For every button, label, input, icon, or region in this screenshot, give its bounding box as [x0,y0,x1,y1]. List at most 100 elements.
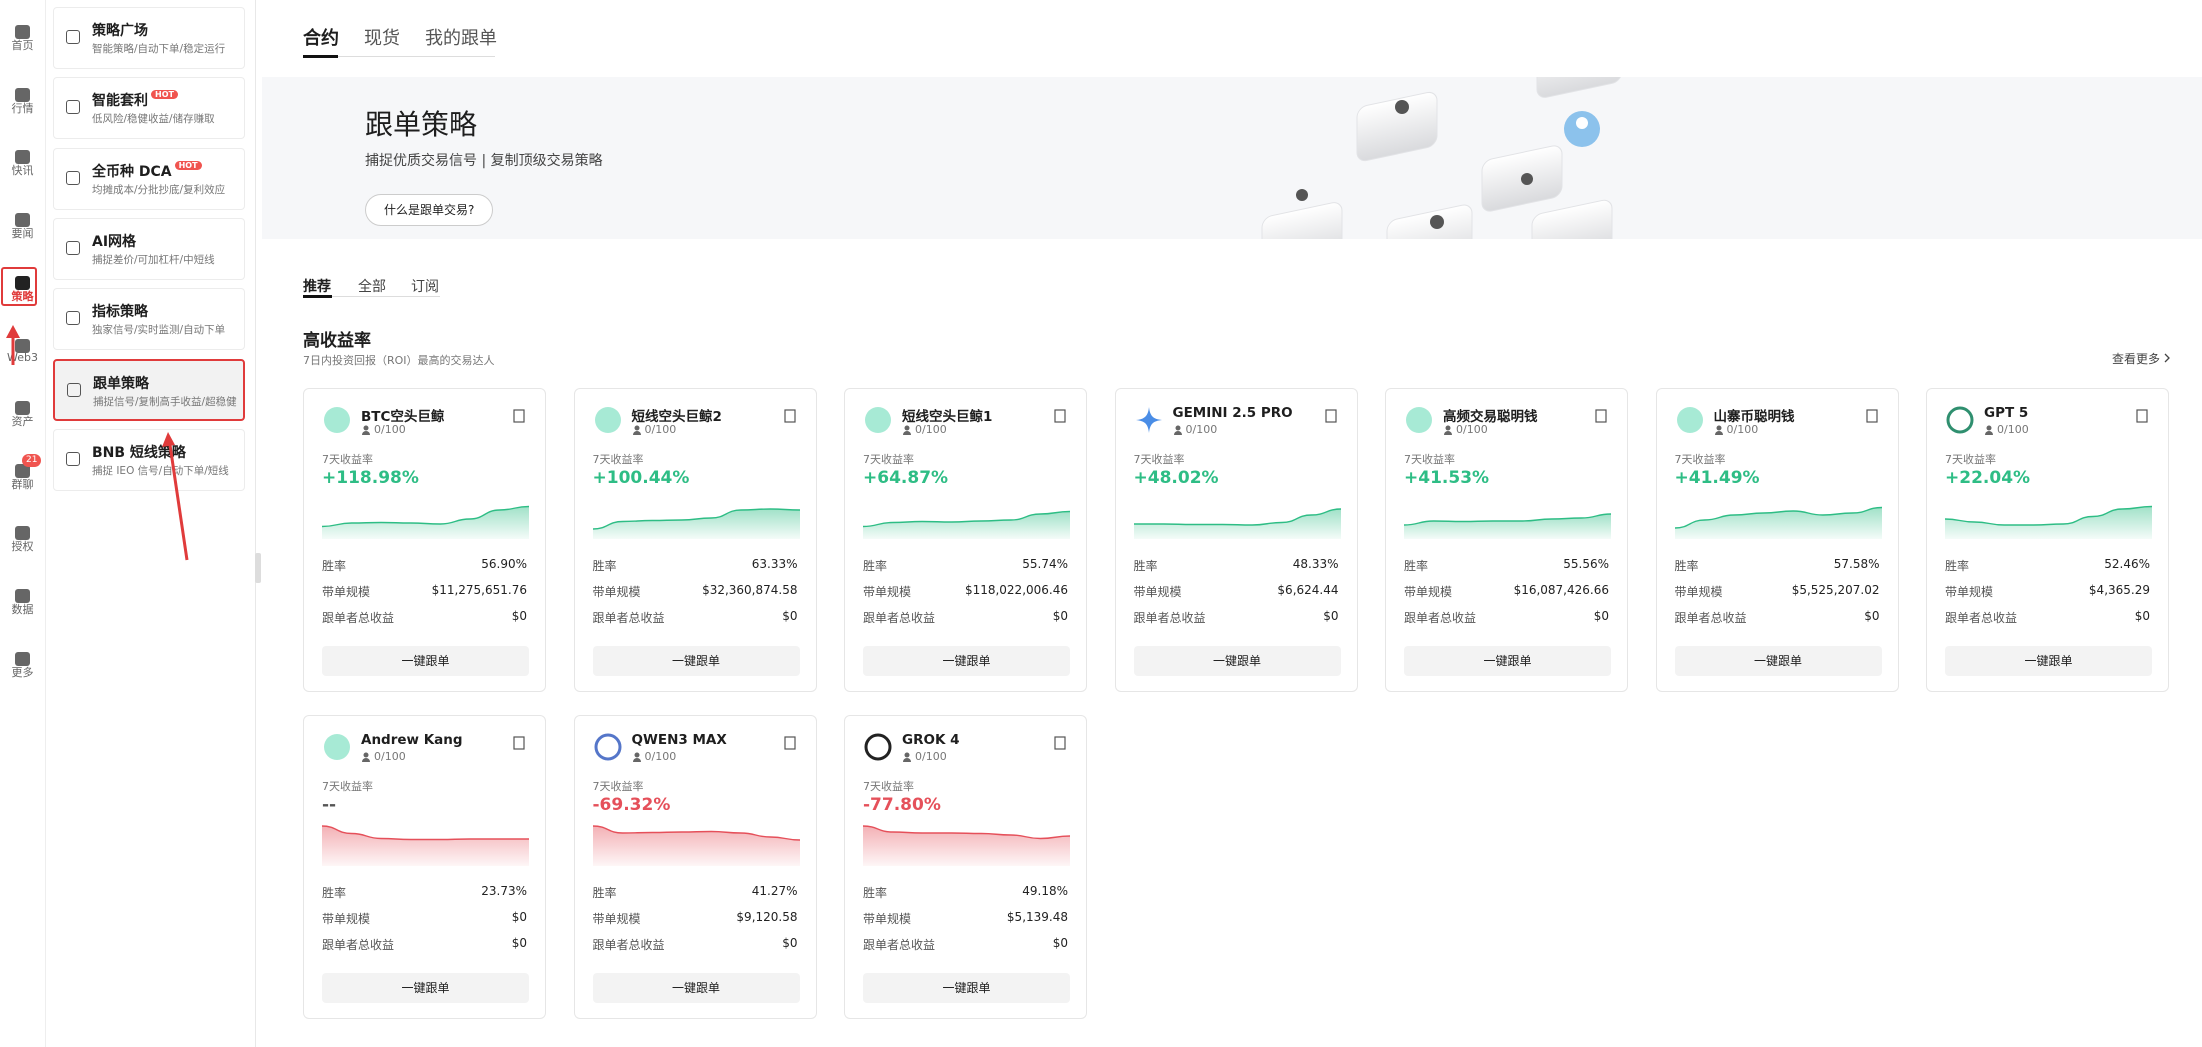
collapse-handle[interactable] [255,553,261,583]
stat-row: 带单规模 $5,525,207.02 [1675,583,1880,600]
tab[interactable]: 现货 [364,28,400,49]
sparkline-area [592,826,800,866]
bookmark[interactable] [1054,736,1066,750]
rail-label[interactable]: 要闻 [11,227,34,240]
sparkline-line [322,825,529,841]
rail-label[interactable]: 快讯 [11,164,34,177]
sparkline-area [322,826,529,866]
follow-button[interactable]: 一键跟单 [592,973,800,1003]
icon [632,758,641,762]
icon [363,752,369,758]
follow-button[interactable]: 一键跟单 [863,646,1070,676]
bookmark[interactable] [783,409,796,423]
rail-label[interactable]: 资产 [11,415,34,428]
icon [513,736,525,750]
rail-label[interactable]: 群聊 [11,478,34,491]
stat-row: 跟单者总收益 $0 [1404,609,1609,626]
menu-item[interactable]: 策略广场 智能策略/自动下单/稳定运行 [53,7,245,69]
card-name: GEMINI 2.5 PRO [1172,405,1293,421]
tab[interactable]: 我的跟单 [425,28,497,49]
rail-label[interactable]: 策略 [11,290,34,303]
sparkline-area [863,511,1070,539]
menu-title: 全币种 DCA HOT [92,160,202,181]
bookmark[interactable] [513,409,525,423]
stat-row: 带单规模 $5,139.48 [863,910,1068,927]
rail-label[interactable]: 首页 [11,39,34,52]
stat-value: 41.27% [751,884,798,898]
follow-button[interactable]: 一键跟单 [1133,646,1341,676]
subtab[interactable]: 订阅 [411,279,439,295]
follow-button[interactable]: 一键跟单 [592,646,800,676]
stat-row: 带单规模 $4,365.29 [1945,583,2150,600]
card-name: QWEN3 MAX [631,732,727,748]
stat-value: $118,022,006.46 [964,583,1068,597]
stat-value: $0 [511,936,527,950]
strategy-card: Andrew Kang 0/100 7天收益率 -- 胜率 23.73% 带单规模 $0 跟单者… [303,715,546,1019]
stat-label: 带单规模 [1674,585,1723,599]
menu-item[interactable]: 跟单策略 捕捉信号/复制高手收益/超稳健 [53,358,245,421]
menu-item[interactable]: 全币种 DCA HOT 均摊成本/分批抄底/复利效应 [53,147,245,210]
icon [1444,431,1452,435]
roi-label: 7天收益率 [592,453,644,466]
menu-item[interactable]: AI网格 捕捉差价/可加杠杆/中短线 [53,217,245,280]
roi-label: 7天收益率 [322,453,373,466]
stat-row: 胜率 55.74% [863,557,1068,574]
stat-label: 胜率 [1674,559,1699,573]
follow-button[interactable]: 一键跟单 [1945,646,2152,676]
card-followers: 0/100 [644,423,677,436]
tab[interactable]: 合约 [303,28,339,49]
rail-icon [15,652,30,666]
follow-button[interactable]: 一键跟单 [322,646,529,676]
stat-value: $5,139.48 [1006,910,1068,924]
strategy-card: 短线空头巨鲸2 0/100 7天收益率 +100.44% 胜率 63.33% 带单规模 $32… [573,388,817,692]
stat-row: 跟单者总收益 $0 [863,936,1068,953]
menu-icon [66,30,80,44]
view-more[interactable]: 查看更多 [2111,352,2160,366]
sparkline [1404,513,1611,539]
follow-button[interactable]: 一键跟单 [1404,646,1611,676]
bookmark[interactable] [1054,409,1066,423]
follow-button[interactable]: 一键跟单 [1674,646,1882,676]
card-followers: 0/100 [915,750,947,763]
sparkline [322,505,529,539]
menu-item[interactable]: 指标策略 独家信号/实时监测/自动下单 [53,288,245,351]
menu-item[interactable]: 智能套利 HOT 低风险/稳健收益/储存赚取 [53,77,245,140]
bookmark[interactable] [513,736,525,750]
section-desc: 7日内投资回报（ROI）最高的交易达人 [303,354,495,367]
stat-value: $0 [1593,609,1609,623]
bookmark[interactable] [1595,409,1607,423]
follow-button[interactable]: 一键跟单 [322,973,529,1003]
stat-value: $0 [1864,609,1880,623]
card-name: 高频交易聪明钱 [1443,409,1538,425]
menu-item[interactable]: BNB 短线策略 捕捉 IEO 信号/自动下单/短线 [53,428,245,491]
stat-row: 跟单者总收益 $0 [863,609,1068,626]
rail-icon [15,464,30,478]
roi-label: 7天收益率 [322,780,373,793]
stat-value: $0 [782,609,798,623]
follower-icon [1444,425,1452,435]
bookmark[interactable] [2136,409,2148,423]
card-name: BTC空头巨鲸 [361,409,445,425]
bookmark[interactable] [1324,409,1337,423]
rail-label[interactable]: 更多 [11,666,34,679]
rail-icon [15,526,30,540]
menu-title-text: 策略广场 [92,23,148,39]
bookmark[interactable] [1865,409,1878,423]
strategy-card: GPT 5 0/100 7天收益率 +22.04% 胜率 52.46% 带单规模 $4,365… [1926,388,2169,692]
rail-label[interactable]: 授权 [11,540,34,553]
follow-button[interactable]: 一键跟单 [863,973,1070,1003]
banner-button[interactable]: 什么是跟单交易? [365,194,494,226]
subtab[interactable]: 全部 [358,279,386,295]
subtab[interactable]: 推荐 [303,279,331,295]
rail-label[interactable]: 数据 [11,603,34,616]
rail-label[interactable]: Web3 [7,351,38,364]
icon [1054,409,1066,423]
roi-value: +41.53% [1404,468,1490,488]
card-followers: 0/100 [915,423,947,436]
card-name: Andrew Kang [361,732,463,748]
stat-value: 48.33% [1292,557,1339,571]
sparkline-area [1945,506,2152,539]
rail-label[interactable]: 行情 [11,102,34,115]
bookmark[interactable] [783,736,796,750]
